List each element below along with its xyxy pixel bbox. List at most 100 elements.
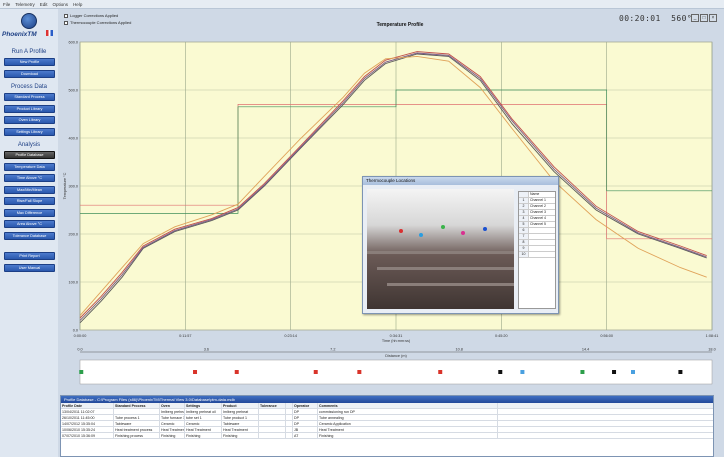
sidebar-button[interactable]: Max Difference (4, 208, 55, 217)
column-header[interactable] (286, 403, 293, 408)
table-cell: 07/07/2010 15:36:09 (61, 433, 114, 438)
position-marker (580, 370, 585, 374)
thermocouple-corrections-checkbox[interactable]: Thermocouple Corrections Applied (64, 20, 131, 25)
table-row[interactable]: 5 Channel 5 (519, 222, 555, 228)
column-header[interactable]: Operator (293, 403, 318, 408)
restore-icon[interactable]: □ (700, 14, 708, 22)
column-header[interactable]: Profile Date (61, 403, 114, 408)
sidebar-button[interactable]: Rise/Fall Slope (4, 197, 55, 205)
table-row[interactable]: 3 Channel 3 (519, 210, 555, 216)
table-cell (286, 415, 293, 420)
y-tick-label: 100.0 (68, 281, 78, 285)
channel-name (529, 234, 530, 239)
sidebar-button[interactable]: Temperature Data (4, 162, 55, 171)
table-row[interactable]: 10/06/2010 15:35:24 Heat treatment proces… (61, 427, 713, 433)
table-cell: 14/07/2012 15:35:04 (61, 421, 114, 426)
table-row[interactable]: 7 (519, 234, 555, 240)
column-header[interactable]: Standard Process (114, 403, 160, 408)
channel-name (529, 228, 530, 233)
column-header[interactable]: Product (222, 403, 259, 408)
table-row[interactable]: 9 (519, 246, 555, 252)
distance-axis-label: Distance (m) (385, 354, 407, 358)
table-row[interactable]: 8 (519, 240, 555, 246)
sidebar-button[interactable]: Oven Library (4, 116, 55, 124)
y-tick-label: 300.0 (68, 185, 78, 189)
checkbox-icon[interactable] (64, 20, 68, 25)
column-header[interactable]: Tolerance (259, 403, 286, 408)
sidebar-section-title: Run A Profile (11, 49, 47, 55)
table-cell: Heat Treatment (318, 427, 498, 432)
distance-tick-label: 10.8 (456, 348, 463, 352)
menu-item[interactable]: Edit (39, 1, 48, 7)
x-axis-label: Time (hh:mm:ss) (382, 339, 411, 343)
table-cell: Tube process 1 (114, 415, 160, 420)
table-cell: Ceramic Application (318, 421, 498, 426)
table-cell: DP (293, 421, 318, 426)
sidebar-button[interactable]: Tolerance Database (4, 231, 55, 240)
position-marker (234, 370, 239, 374)
table-row[interactable]: 14/07/2012 15:35:04 Tableware Ceramic Ceram… (61, 421, 713, 427)
sidebar-button[interactable]: Standard Process (4, 93, 55, 101)
table-row[interactable]: 26/10/2011 11:45:00 Tube process 1 Tube fu… (61, 415, 713, 421)
position-marker (193, 370, 198, 374)
table-row[interactable]: 07/07/2010 15:36:09 Finishing process Fini… (61, 433, 713, 439)
clock-time: 00:20:01 (619, 14, 661, 23)
table-row[interactable]: 10 (519, 252, 555, 258)
column-header[interactable]: Oven (160, 403, 185, 408)
sidebar-button[interactable]: Download (4, 69, 55, 78)
table-cell: 26/10/2011 11:45:00 (61, 415, 114, 420)
menu-item[interactable]: File (3, 1, 11, 7)
y-axis-label: Temperature °C (63, 172, 67, 199)
table-cell: 13/04/2011 11:02:07 (61, 409, 114, 414)
menu-item[interactable]: Help (73, 1, 83, 7)
channel-name (529, 240, 530, 245)
menu-bar: File Telemetry Edit Options Help (0, 0, 724, 9)
table-row[interactable]: 4 Channel 4 (519, 216, 555, 222)
x-tick-label: 0:23:14 (284, 334, 297, 338)
table-row[interactable]: 6 (519, 228, 555, 234)
distance-tick-label: 0.0 (77, 348, 82, 352)
table-cell: Finishing (318, 433, 498, 438)
logger-corrections-label: Logger Corrections Applied (70, 13, 119, 18)
sidebar-button[interactable]: Max/Min/Mean (4, 185, 55, 194)
close-icon[interactable]: × (709, 14, 717, 22)
x-tick-label: 0:00:00 (74, 334, 87, 338)
table-cell: JB (293, 427, 318, 432)
row-number: 9 (519, 246, 529, 251)
table-cell: Heat Treatment (185, 427, 222, 432)
database-header: Profile Date Standard Process Oven Settings… (61, 403, 713, 409)
channel-name: Channel 1 (530, 198, 546, 202)
table-row[interactable]: 2 Channel 2 (519, 204, 555, 210)
table-cell: Finishing (185, 433, 222, 438)
sidebar-section-title: Process Data (10, 84, 47, 90)
sidebar-button[interactable]: Print Report (4, 252, 55, 260)
distance-tick-label: 3.6 (204, 348, 209, 352)
table-cell (259, 415, 286, 420)
row-number: 1 (519, 198, 529, 203)
menu-item[interactable]: Options (52, 1, 69, 7)
series-line (79, 52, 707, 321)
minimize-icon[interactable]: _ (691, 14, 699, 22)
column-header[interactable]: Comments (318, 403, 498, 408)
sidebar-button[interactable]: Settings Library (4, 127, 55, 136)
column-header[interactable]: Settings (185, 403, 222, 408)
sidebar-button[interactable]: User Manual (4, 263, 55, 272)
x-tick-label: 0:11:57 (179, 334, 191, 338)
table-cell (259, 433, 286, 438)
logger-corrections-checkbox[interactable]: Logger Corrections Applied (64, 13, 118, 18)
sidebar-button[interactable]: Time Above °C (4, 174, 55, 182)
table-row[interactable]: 1 Channel 1 (519, 198, 555, 204)
menu-item[interactable]: Telemetry (15, 1, 35, 7)
sidebar-button[interactable]: Area Above °C (4, 220, 55, 228)
table-cell (114, 409, 160, 414)
distance-tick-label: 18.0 (708, 348, 715, 352)
x-tick-label: 0:45:20 (495, 334, 508, 338)
checkbox-icon[interactable] (64, 13, 68, 18)
sidebar-button[interactable]: New Profile (4, 58, 55, 66)
sidebar-button[interactable]: Profile Database (4, 151, 55, 159)
tc-marker (419, 233, 423, 237)
sidebar-button[interactable]: Product Library (4, 104, 55, 113)
